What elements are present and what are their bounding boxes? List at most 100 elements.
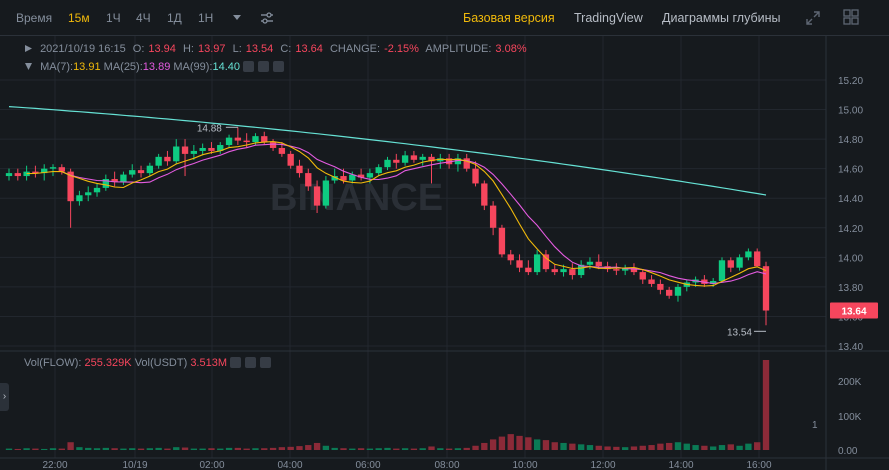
view-basic[interactable]: Базовая версия <box>463 11 555 25</box>
volume-bar <box>67 442 74 450</box>
candle-body <box>296 165 303 174</box>
caret-down-icon[interactable] <box>232 14 242 22</box>
volume-bar <box>577 444 585 450</box>
volume-bar <box>313 442 321 450</box>
candle-body <box>181 146 189 154</box>
candle-body <box>41 168 48 174</box>
volume-bar <box>560 442 567 450</box>
ma99-value: 14.40 <box>212 61 241 73</box>
axis-scale-label: 1 <box>812 420 818 431</box>
vol-visibility-icon[interactable] <box>245 357 257 368</box>
volume-bar <box>595 445 602 450</box>
volume-bar <box>507 434 514 450</box>
candle-body <box>58 167 65 172</box>
candle-body <box>710 280 717 284</box>
volume-bar <box>76 447 83 450</box>
volume-bar <box>269 447 277 450</box>
volume-bar <box>498 436 506 450</box>
candle-body <box>613 269 620 271</box>
open-value: 13.94 <box>148 43 176 55</box>
volume-bar <box>727 444 734 450</box>
candle-body <box>32 171 39 174</box>
ma7-line <box>26 141 767 287</box>
time-axis-label: 10:00 <box>512 460 537 470</box>
low-label: L: <box>232 43 242 55</box>
volume-bar <box>331 447 338 450</box>
vol-close-icon[interactable] <box>260 357 272 368</box>
volume-bar <box>621 447 629 450</box>
price-axis-label: 13.80 <box>838 283 863 294</box>
candle-body <box>463 158 470 169</box>
ma-settings-icon[interactable] <box>243 61 255 72</box>
view-depth-chart[interactable]: Диаграммы глубины <box>662 11 781 25</box>
candle-body <box>551 269 558 273</box>
volume-bar <box>155 447 162 450</box>
grid-layout-icon[interactable] <box>843 9 859 25</box>
time-axis-label: 14:00 <box>668 460 693 470</box>
time-axis-label: 12:00 <box>590 460 615 470</box>
panel-toggle-button[interactable]: › <box>0 383 9 411</box>
volume-bar <box>569 443 576 450</box>
candle-body <box>516 260 523 268</box>
candle-body <box>243 140 250 143</box>
volume-bar <box>129 448 136 450</box>
ma25-label: MA(25): <box>103 61 143 73</box>
ma25-line <box>61 143 767 285</box>
ma-close-icon[interactable] <box>273 61 285 72</box>
low-value: 13.54 <box>245 43 274 55</box>
ma-legend: MA(7):13.91 MA(25):13.89 MA(99):14.40 <box>24 61 288 73</box>
interval-1h[interactable]: 1Ч <box>106 11 121 25</box>
candle-body <box>111 179 118 182</box>
time-axis-label: 16:00 <box>746 460 771 470</box>
ma-visibility-icon[interactable] <box>258 61 270 72</box>
candle-body <box>393 159 400 163</box>
interval-1d[interactable]: 1Д <box>167 11 182 25</box>
volume-bar <box>137 448 145 450</box>
candle-body <box>234 137 242 141</box>
candle-body <box>76 195 83 202</box>
candle-body <box>208 147 215 151</box>
settings-sliders-icon[interactable] <box>260 11 274 25</box>
volume-bar <box>58 448 65 450</box>
collapse-arrow-icon[interactable] <box>24 62 33 71</box>
time-axis-label: 08:00 <box>434 460 459 470</box>
volume-bar <box>208 448 215 450</box>
candle-body <box>498 227 506 255</box>
view-tradingview[interactable]: TradingView <box>574 11 643 25</box>
volume-bar <box>146 448 154 450</box>
volume-bar <box>445 448 453 450</box>
volume-bar <box>340 448 347 450</box>
volume-bar <box>454 448 462 450</box>
candle-body <box>419 156 426 160</box>
high-value: 13.97 <box>197 43 226 55</box>
candle-body <box>5 173 13 177</box>
volume-bar <box>278 447 286 450</box>
candle-body <box>278 147 286 154</box>
volume-bar <box>173 447 180 450</box>
candle-body <box>489 205 497 228</box>
fullscreen-icon[interactable] <box>805 10 821 26</box>
interval-1w[interactable]: 1Н <box>198 11 214 25</box>
binance-watermark: BINANCE <box>270 177 443 219</box>
expand-arrow-icon[interactable] <box>24 44 33 53</box>
candle-body <box>586 261 594 265</box>
volume-bar <box>586 445 594 450</box>
volume-bar <box>305 445 312 450</box>
candle-body <box>401 155 409 163</box>
volume-bar <box>525 437 532 450</box>
ma99-label: MA(99): <box>173 61 213 73</box>
candle-body <box>331 176 338 181</box>
ma7-label: MA(7): <box>40 61 74 73</box>
volume-bar <box>542 440 550 450</box>
volume-bar <box>261 448 268 450</box>
interval-15m[interactable]: 15м <box>68 11 90 25</box>
volume-bar <box>419 448 426 450</box>
candle-body <box>173 146 180 162</box>
vol-settings-icon[interactable] <box>230 357 242 368</box>
ma99-line <box>8 106 767 196</box>
volume-bar <box>692 445 699 450</box>
interval-4h[interactable]: 4Ч <box>136 11 151 25</box>
candle-body <box>648 279 655 284</box>
candle-body <box>762 266 770 311</box>
